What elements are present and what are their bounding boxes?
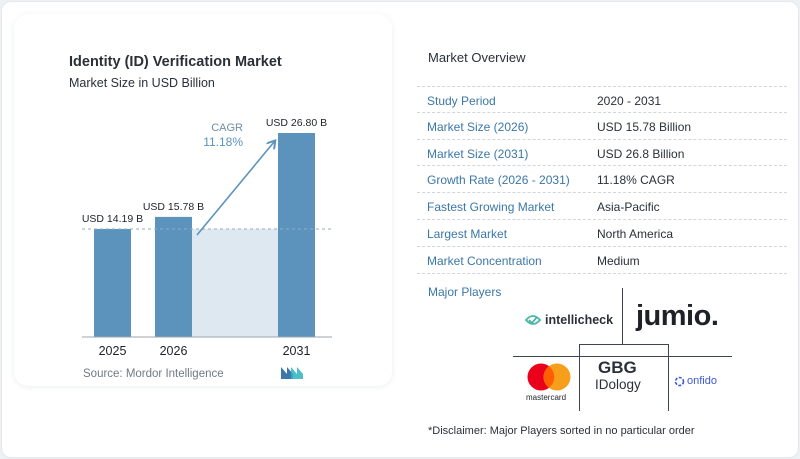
- chart-title: Identity (ID) Verification Market: [69, 54, 282, 70]
- mordor-logo-icon: [281, 367, 303, 379]
- jumio-logo: jumio.: [636, 300, 726, 336]
- gbg-idology-logo: GBG IDology: [582, 358, 666, 394]
- value-label: USD 15.78 B: [143, 201, 204, 213]
- row-value: Asia-Pacific: [597, 200, 660, 215]
- category-label: 2031: [283, 344, 311, 358]
- bar-2031: [278, 133, 315, 337]
- major-players-label: Major Players: [428, 285, 502, 299]
- row-label: Market Concentration: [427, 253, 542, 268]
- row-label: Fastest Growing Market: [427, 200, 555, 215]
- logo-grid-divider: [622, 288, 623, 344]
- table-row: Growth Rate (2026 - 2031) 11.18% CAGR: [417, 166, 787, 194]
- chart-subtitle: Market Size in USD Billion: [69, 76, 215, 90]
- market-overview-title: Market Overview: [428, 50, 526, 65]
- intellicheck-wordmark: intellicheck: [545, 313, 614, 327]
- value-label: USD 14.19 B: [82, 213, 143, 225]
- intellicheck-logo: intellicheck: [524, 311, 616, 329]
- row-label: Study Period: [427, 94, 496, 108]
- chart-source: Source: Mordor Intelligence: [83, 368, 224, 380]
- jumio-wordmark: jumio.: [636, 300, 719, 332]
- row-label: Market Size (2031): [427, 146, 529, 161]
- logo-grid-divider: [579, 344, 669, 345]
- gbg-wordmark: GBG: [598, 358, 637, 377]
- projection-area: [192, 228, 278, 337]
- row-value: 11.18% CAGR: [597, 173, 675, 188]
- value-label: USD 26.80 B: [266, 117, 327, 129]
- logo-grid-divider: [513, 356, 732, 357]
- row-value: USD 26.8 Billion: [597, 146, 685, 161]
- row-label: Market Size (2026): [427, 119, 529, 134]
- row-value: North America: [597, 226, 674, 241]
- category-label: 2026: [160, 344, 188, 358]
- market-overview-table: Study Period 2020 - 2031 Market Size (202…: [417, 86, 787, 274]
- cagr-arrow: [196, 142, 274, 236]
- idology-wordmark: IDology: [595, 377, 641, 392]
- row-value: 2020 - 2031: [597, 94, 662, 108]
- onfido-logo: onfido: [674, 374, 726, 388]
- bar-2026: [155, 216, 192, 337]
- table-row: Market Size (2031) USD 26.8 Billion: [417, 140, 787, 167]
- row-value: Medium: [597, 253, 640, 268]
- intellicheck-mark-icon: [524, 315, 542, 325]
- onfido-wordmark: onfido: [687, 375, 717, 387]
- onfido-mark-icon: [674, 376, 685, 387]
- cagr-label: CAGR: [211, 122, 243, 134]
- table-row: Market Size (2026) USD 15.78 Billion: [417, 113, 787, 140]
- logo-grid-divider: [668, 344, 669, 411]
- cagr-value: 11.18%: [203, 135, 243, 149]
- logo-grid-divider: [579, 344, 580, 411]
- mastercard-logo: mastercard: [523, 362, 575, 404]
- table-row: Fastest Growing Market Asia-Pacific: [417, 193, 787, 220]
- bar-2025: [94, 228, 131, 337]
- table-row: Market Concentration Medium: [417, 247, 787, 274]
- row-value: USD 15.78 Billion: [597, 119, 692, 134]
- table-row: Largest Market North America: [417, 220, 787, 247]
- bar-chart: USD 14.19 B 2025 USD 15.78 B 2026 USD 26.80 …: [82, 117, 332, 358]
- category-label: 2025: [99, 344, 127, 358]
- row-label: Largest Market: [427, 226, 508, 241]
- disclaimer-text: *Disclaimer: Major Players sorted in no …: [428, 425, 695, 437]
- table-row: Study Period 2020 - 2031: [417, 86, 787, 113]
- row-label: Growth Rate (2026 - 2031): [427, 173, 570, 188]
- mastercard-circles-icon: [527, 363, 571, 391]
- mastercard-wordmark: mastercard: [526, 393, 567, 402]
